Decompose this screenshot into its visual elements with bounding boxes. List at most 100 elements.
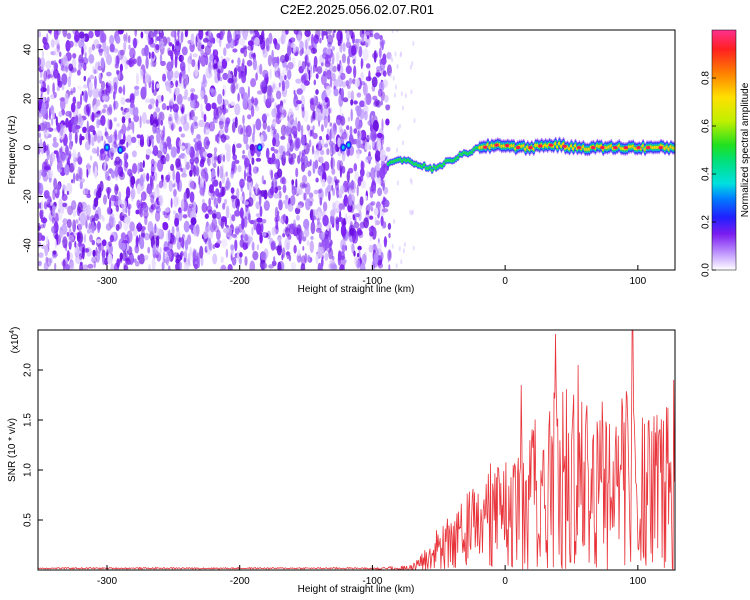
noise-cell <box>331 168 336 175</box>
noise-cell <box>168 116 172 122</box>
noise-cell <box>296 204 302 209</box>
snr-x-tick-label: 0 <box>502 576 508 587</box>
noise-cell <box>237 92 240 102</box>
noise-cell <box>116 258 120 268</box>
noise-cell <box>366 170 370 180</box>
noise-cell <box>96 146 100 157</box>
noise-cell <box>64 164 70 176</box>
noise-cell <box>342 42 346 53</box>
noise-cell <box>202 151 208 158</box>
track-peak <box>636 146 641 150</box>
noise-cell <box>117 30 124 35</box>
noise-cell <box>140 86 147 100</box>
noise-cell <box>359 100 365 108</box>
noise-cell <box>217 60 222 69</box>
noise-cell <box>77 201 83 214</box>
noise-cell <box>365 93 372 105</box>
noise-cell <box>243 157 250 168</box>
noise-cell <box>335 51 340 63</box>
noise-cell <box>134 85 140 90</box>
noise-cell <box>394 84 397 90</box>
noise-cell <box>373 252 379 265</box>
noise-cell <box>328 227 332 241</box>
noise-cell <box>312 110 316 120</box>
noise-cell <box>372 95 378 101</box>
noise-cell <box>350 99 354 106</box>
noise-cell <box>381 208 389 213</box>
noise-cell <box>74 131 78 144</box>
noise-cell <box>371 178 376 186</box>
noise-cell <box>45 112 49 121</box>
noise-cell <box>321 257 324 268</box>
noise-cell <box>347 55 350 66</box>
noise-cell <box>66 232 70 237</box>
noise-cell <box>205 66 212 79</box>
noise-cell <box>224 57 230 62</box>
noise-cell <box>115 224 120 231</box>
noise-cell <box>115 205 120 212</box>
noise-cell <box>305 39 308 50</box>
noise-cell <box>93 131 97 142</box>
noise-cell <box>203 230 208 240</box>
noise-cell <box>312 64 315 74</box>
noise-cell <box>66 218 72 229</box>
noise-cell <box>196 140 203 151</box>
noise-spot-core <box>341 145 345 150</box>
noise-cell <box>126 59 133 65</box>
noise-cell <box>139 161 143 170</box>
noise-cell <box>101 135 104 141</box>
noise-cell <box>236 143 242 149</box>
noise-cell <box>410 89 413 95</box>
noise-cell <box>255 201 261 210</box>
noise-cell <box>190 88 196 93</box>
noise-cell <box>303 155 309 169</box>
noise-cell <box>168 113 173 127</box>
noise-cell <box>349 180 356 193</box>
noise-cell <box>300 124 304 137</box>
noise-cell <box>136 199 141 209</box>
noise-cell <box>83 75 87 82</box>
noise-cell <box>372 243 377 253</box>
noise-cell <box>140 31 144 39</box>
noise-cell <box>180 236 185 248</box>
noise-cell <box>49 152 56 163</box>
noise-cell <box>86 120 89 133</box>
noise-cell <box>300 95 305 108</box>
noise-cell <box>244 256 248 266</box>
noise-cell <box>252 98 259 106</box>
colorbar-tick-label: 0.4 <box>701 167 712 181</box>
noise-cell <box>321 30 324 41</box>
noise-cell <box>154 187 159 199</box>
noise-cell <box>112 217 116 228</box>
noise-cell <box>55 116 58 127</box>
noise-cell <box>84 91 88 104</box>
noise-cell <box>277 236 282 246</box>
noise-cell <box>402 248 405 254</box>
noise-cell <box>82 56 89 65</box>
noise-cell <box>216 240 222 245</box>
spectrogram-y-tick-label: 0 <box>23 144 34 150</box>
noise-cell <box>134 30 138 37</box>
noise-cell <box>320 124 324 132</box>
noise-cell <box>244 65 247 77</box>
noise-cell <box>127 206 131 217</box>
noise-cell <box>230 195 238 200</box>
noise-cell <box>273 256 276 264</box>
spectrogram-x-tick-label: -200 <box>230 276 250 287</box>
noise-cell <box>181 46 188 56</box>
noise-cell <box>123 107 130 113</box>
noise-cell <box>331 46 335 51</box>
snr-y-multiplier: (x104) <box>9 327 21 354</box>
noise-cell <box>383 238 388 244</box>
noise-cell <box>172 210 177 215</box>
noise-cell <box>225 226 232 238</box>
noise-cell <box>170 97 174 106</box>
noise-cell <box>52 141 59 148</box>
noise-cell <box>151 51 155 59</box>
spectrogram-y-ticks: -40 -20 0 20 40 <box>23 44 43 253</box>
noise-cell <box>120 130 124 135</box>
noise-cell <box>254 183 259 190</box>
noise-cell <box>231 160 236 171</box>
noise-cell <box>151 138 154 148</box>
noise-cell <box>43 165 51 171</box>
